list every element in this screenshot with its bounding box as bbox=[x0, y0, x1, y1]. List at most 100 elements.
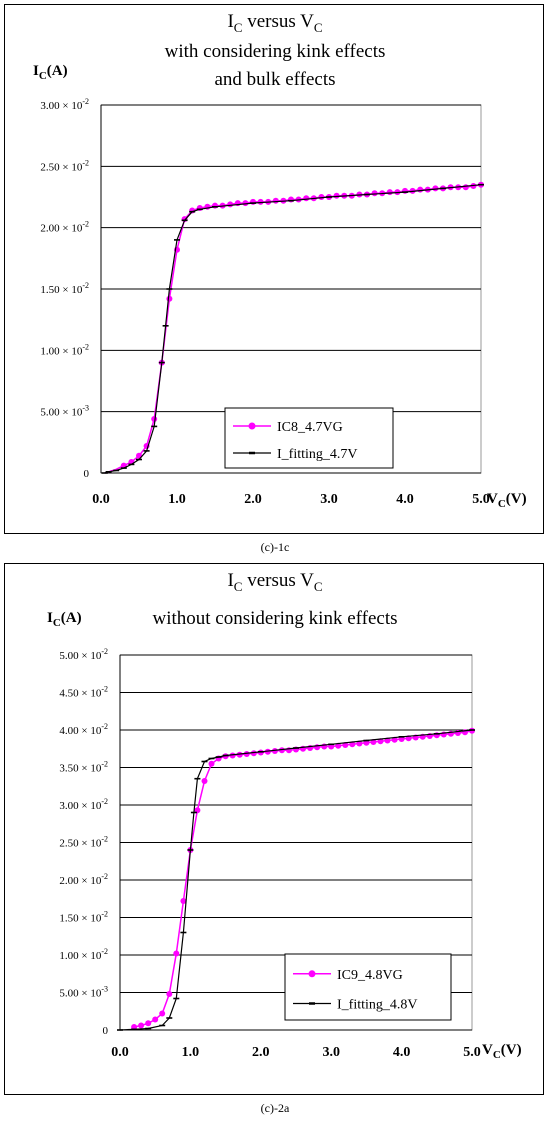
y-tick-exponent: -2 bbox=[101, 947, 108, 956]
y-tick-label: 3.00 × 10-2 bbox=[40, 97, 89, 112]
legend-box bbox=[224, 407, 394, 469]
y-tick-exponent: -2 bbox=[82, 158, 89, 167]
data-point-measured bbox=[377, 738, 384, 745]
x-tick-label: 3.0 bbox=[320, 492, 338, 507]
title-subscript: C bbox=[314, 579, 323, 594]
y-tick-exponent: -2 bbox=[82, 281, 89, 290]
y-tick-exponent: -2 bbox=[101, 872, 108, 881]
x-tick-label: 5.0 bbox=[472, 492, 490, 507]
x-tick-label: 1.0 bbox=[182, 1045, 200, 1060]
y-tick-label: 2.00 × 10-2 bbox=[40, 220, 89, 235]
y-tick-text: 5.00 × 10 bbox=[59, 650, 101, 662]
y-tick-text: 1.00 × 10 bbox=[40, 345, 82, 357]
legend-label-fitting: I_fitting_4.7V bbox=[277, 447, 358, 462]
data-point-measured bbox=[432, 185, 439, 192]
y-axis-label: IC(A) bbox=[47, 610, 82, 629]
y-tick-text: 4.50 × 10 bbox=[59, 688, 101, 700]
data-point-measured bbox=[371, 190, 378, 197]
y-tick-label: 2.50 × 10-2 bbox=[40, 158, 89, 173]
x-tick-label: 2.0 bbox=[244, 492, 262, 507]
chart-panel-2: IC versus VC without considering kink eff… bbox=[4, 563, 544, 1095]
x-label-unit: (V) bbox=[506, 491, 527, 507]
legend-box bbox=[284, 953, 452, 1021]
x-label-unit: (V) bbox=[501, 1042, 522, 1058]
legend-label-measured: IC8_4.7VG bbox=[277, 420, 343, 435]
x-label-subscript: C bbox=[493, 1049, 501, 1061]
y-tick-text: 2.50 × 10 bbox=[59, 838, 101, 850]
title-part: I bbox=[227, 11, 233, 32]
y-tick-label: 1.00 × 10-2 bbox=[59, 947, 108, 962]
x-label-subscript: C bbox=[498, 498, 506, 510]
chart-title: IC versus VC bbox=[227, 11, 322, 35]
legend-marker-measured bbox=[248, 422, 256, 430]
x-tick-label: 3.0 bbox=[322, 1045, 340, 1060]
data-point-measured bbox=[250, 198, 256, 205]
x-axis-label: VC(V) bbox=[487, 491, 527, 510]
chart-1-svg: IC versus VC with considering kink effect… bbox=[33, 11, 527, 510]
y-axis-label: IC(A) bbox=[33, 63, 68, 82]
data-point-measured bbox=[151, 416, 158, 422]
y-tick-label: 4.00 × 10-2 bbox=[59, 722, 108, 737]
data-point-measured bbox=[173, 950, 180, 957]
data-point-measured bbox=[243, 751, 250, 757]
caption-2: (c)-2a bbox=[260, 1101, 290, 1115]
data-point-measured bbox=[272, 197, 279, 204]
y-label-unit: (A) bbox=[61, 610, 82, 626]
data-point-measured bbox=[271, 748, 278, 754]
y-tick-text: 3.00 × 10 bbox=[40, 100, 82, 112]
y-tick-exponent: -2 bbox=[101, 685, 108, 694]
y-tick-text: 5.00 × 10 bbox=[59, 988, 101, 1000]
y-tick-text: 1.50 × 10 bbox=[40, 284, 82, 296]
y-tick-label: 2.50 × 10-2 bbox=[59, 835, 108, 850]
x-tick-label: 0.0 bbox=[92, 492, 110, 507]
legend-marker-measured bbox=[308, 970, 316, 978]
title-part: versus V bbox=[242, 570, 314, 591]
y-tick-label: 3.50 × 10-2 bbox=[59, 760, 108, 775]
y-tick-label: 1.00 × 10-2 bbox=[40, 342, 89, 357]
y-tick-text: 2.00 × 10 bbox=[40, 223, 82, 235]
y-tick-label: 0 bbox=[103, 1025, 109, 1037]
caption-1: (c)-1c bbox=[260, 540, 290, 554]
data-point-measured bbox=[208, 760, 215, 767]
y-tick-exponent: -3 bbox=[101, 985, 108, 994]
x-tick-label: 0.0 bbox=[111, 1045, 129, 1060]
y-tick-text: 3.50 × 10 bbox=[59, 763, 101, 775]
x-tick-label: 2.0 bbox=[252, 1045, 270, 1060]
y-tick-exponent: -2 bbox=[101, 722, 108, 731]
data-point-measured bbox=[180, 898, 187, 904]
y-tick-text: 1.00 × 10 bbox=[59, 950, 101, 962]
y-label-part: I bbox=[33, 63, 39, 79]
y-tick-label: 3.00 × 10-2 bbox=[59, 797, 108, 812]
y-tick-text: 0 bbox=[103, 1025, 109, 1037]
y-tick-exponent: -2 bbox=[101, 835, 108, 844]
chart-panel-1: IC versus VC with considering kink effect… bbox=[4, 4, 544, 534]
y-tick-exponent: -2 bbox=[101, 910, 108, 919]
chart-subtitle-1: with considering kink effects bbox=[165, 41, 386, 62]
data-point-measured bbox=[229, 752, 236, 759]
data-point-measured bbox=[145, 1020, 152, 1027]
y-tick-label: 1.50 × 10-2 bbox=[59, 910, 108, 925]
x-tick-label: 4.0 bbox=[393, 1045, 411, 1060]
data-point-measured bbox=[166, 295, 173, 302]
title-subscript: C bbox=[234, 20, 243, 35]
data-point-measured bbox=[349, 741, 356, 748]
title-subscript: C bbox=[234, 579, 243, 594]
y-tick-exponent: -3 bbox=[82, 404, 89, 413]
y-label-subscript: C bbox=[39, 70, 47, 82]
y-label-unit: (A) bbox=[47, 63, 68, 79]
chart-title: IC versus VC bbox=[227, 570, 322, 594]
data-point-measured bbox=[201, 778, 208, 784]
x-label-part: V bbox=[482, 1042, 493, 1058]
x-tick-label: 4.0 bbox=[396, 492, 414, 507]
y-tick-label: 2.00 × 10-2 bbox=[59, 872, 108, 887]
data-point-measured bbox=[402, 187, 408, 194]
data-point-measured bbox=[303, 195, 310, 202]
y-tick-text: 2.50 × 10 bbox=[40, 161, 82, 173]
legend-label-measured: IC9_4.8VG bbox=[337, 968, 403, 983]
y-tick-label: 5.00 × 10-3 bbox=[59, 985, 108, 1000]
data-point-measured bbox=[159, 1010, 166, 1017]
y-tick-label: 1.50 × 10-2 bbox=[40, 281, 89, 296]
y-label-part: I bbox=[47, 610, 53, 626]
data-point-measured bbox=[242, 200, 249, 207]
x-tick-label: 5.0 bbox=[463, 1045, 481, 1060]
